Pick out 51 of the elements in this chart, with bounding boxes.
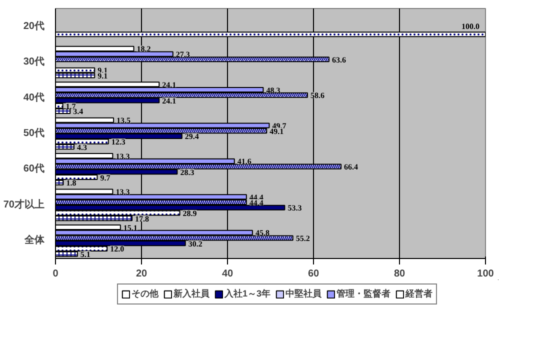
data-label: 28.3	[180, 168, 194, 177]
data-label: 48.3	[266, 86, 280, 95]
data-label: 53.3	[288, 204, 302, 213]
y-tick-label: 60代	[23, 162, 44, 175]
y-tick-label: 40代	[23, 91, 44, 104]
data-label: 3.4	[73, 107, 84, 116]
x-tick-label: 40	[222, 268, 234, 280]
data-label: 28.9	[182, 208, 197, 218]
data-label: 4.3	[76, 142, 87, 152]
legend-label: 管理・監督者	[336, 288, 391, 300]
y-tick-label: 30代	[23, 56, 44, 68]
data-label: 58.6	[310, 91, 324, 100]
data-label: 30.2	[188, 239, 202, 248]
x-tick-label: 20	[136, 268, 148, 280]
x-tick-label: 100	[477, 268, 494, 280]
data-label: 12.0	[110, 244, 124, 254]
data-label: 17.8	[135, 214, 150, 224]
data-label: 44.4	[249, 198, 264, 208]
data-label: 12.3	[111, 138, 126, 147]
data-label: 13.5	[116, 116, 131, 126]
data-label: 1.8	[66, 178, 76, 188]
y-tick-label: 50代	[23, 127, 44, 139]
data-label: 15.1	[123, 223, 138, 232]
data-label: 1.7	[66, 102, 76, 111]
data-label: 100.0	[462, 22, 480, 31]
x-tick-label: 0	[52, 268, 59, 280]
data-label: 5.1	[80, 250, 90, 260]
y-tick-label: 全体	[24, 234, 46, 246]
data-label: 41.6	[237, 157, 252, 166]
y-tick-label: 70才以上	[3, 198, 44, 210]
x-tick-label: 80	[394, 268, 406, 280]
legend-label: 中堅社員	[286, 288, 322, 300]
data-label: 9.1	[98, 71, 108, 80]
legend-label: 入社1～3年	[224, 288, 271, 300]
data-label: 27.3	[176, 50, 190, 60]
legend-label: 経営者	[406, 288, 433, 300]
data-label: 13.3	[116, 152, 130, 161]
data-label: 13.3	[116, 188, 130, 197]
y-tick-label: 20代	[23, 20, 44, 32]
data-label: 29.4	[184, 132, 199, 142]
data-label: 9.7	[100, 173, 110, 182]
data-label: 55.2	[296, 234, 310, 243]
data-label: 45.8	[255, 228, 270, 238]
data-label: 18.2	[136, 44, 151, 54]
data-label: 63.6	[332, 55, 346, 64]
x-tick-label: 60	[308, 268, 320, 280]
data-label: 24.1	[162, 96, 176, 106]
data-label: 24.1	[162, 80, 176, 90]
data-label: 66.4	[344, 162, 358, 172]
legend-label: その他	[131, 288, 158, 300]
legend-label: 新入社員	[173, 288, 210, 300]
